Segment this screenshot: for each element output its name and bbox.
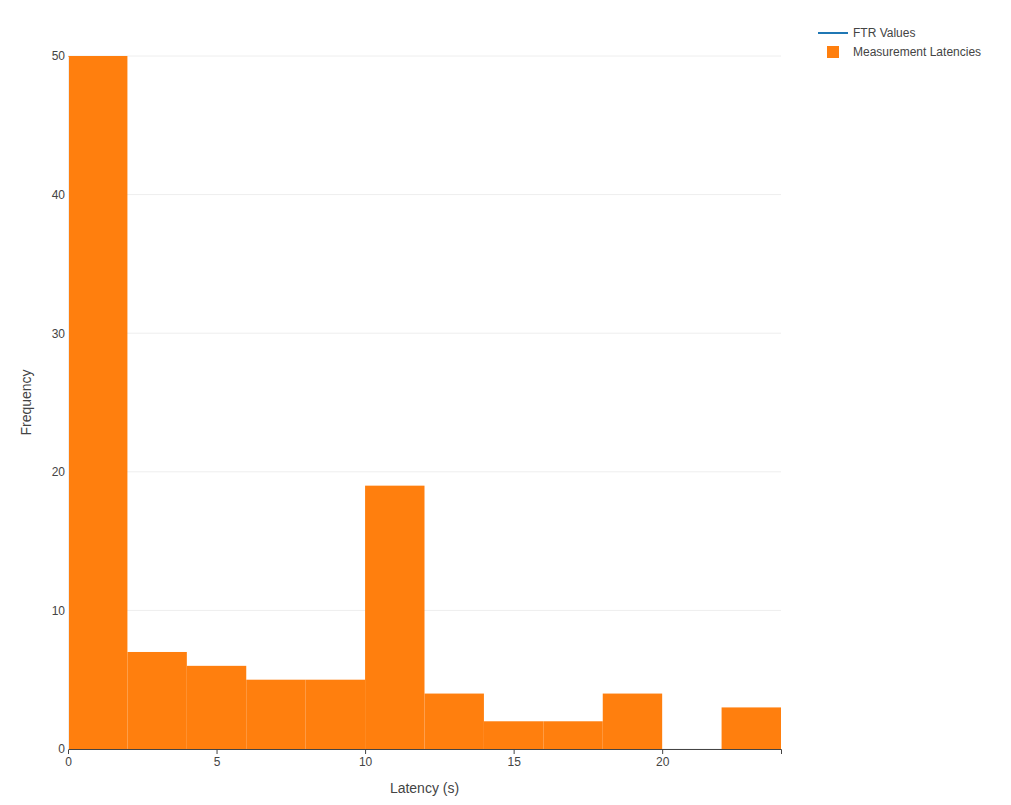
- histogram-bar: [365, 486, 424, 749]
- histogram-bar: [68, 56, 127, 749]
- y-tick-label: 30: [52, 327, 66, 341]
- histogram-bar: [543, 721, 602, 749]
- x-axis-line: [69, 750, 782, 755]
- y-axis-line: [68, 57, 69, 750]
- x-tick-mark: [365, 749, 366, 754]
- y-tick-label: 40: [52, 188, 66, 202]
- x-tick-label: 10: [359, 755, 373, 769]
- grid-line: [68, 194, 781, 195]
- legend-label: Measurement Latencies: [853, 45, 981, 59]
- x-tick-label: 5: [214, 755, 221, 769]
- grid-line: [68, 56, 781, 57]
- y-axis: 0 10 20 30 40 50: [52, 49, 69, 756]
- legend-swatch: [818, 32, 848, 34]
- x-tick-mark: [68, 749, 69, 754]
- histogram-bar: [425, 694, 484, 749]
- x-tick: 0: [65, 749, 72, 769]
- histogram-bar: [306, 680, 365, 749]
- grid-line: [68, 471, 781, 472]
- legend-item[interactable]: Measurement Latencies: [827, 45, 981, 59]
- x-axis-title: Latency (s): [390, 780, 459, 796]
- y-tick: 20: [52, 465, 68, 479]
- histogram-bar: [662, 749, 721, 750]
- x-tick-label: 0: [65, 755, 72, 769]
- bars: [68, 56, 781, 749]
- y-tick: 0: [58, 742, 68, 756]
- x-tick: 10: [359, 749, 373, 769]
- y-tick-label: 50: [52, 49, 66, 63]
- histogram-bar: [484, 721, 543, 749]
- y-tick-label: 20: [52, 465, 66, 479]
- x-tick-mark: [514, 749, 515, 754]
- x-tick-mark: [662, 749, 663, 754]
- x-tick: 15: [507, 749, 521, 769]
- background: [0, 0, 1011, 805]
- legend-swatch: [827, 46, 839, 58]
- y-tick: 50: [52, 49, 68, 63]
- histogram-bar: [127, 652, 186, 749]
- histogram-bar: [246, 680, 305, 749]
- histogram-bar: [603, 694, 662, 749]
- y-tick-label: 10: [52, 604, 66, 618]
- legend-item[interactable]: FTR Values: [818, 26, 915, 40]
- x-tick: 5: [214, 749, 221, 769]
- x-tick-label: 15: [507, 755, 521, 769]
- y-tick: 40: [52, 188, 68, 202]
- y-tick: 10: [52, 604, 68, 618]
- plot-area: [68, 56, 781, 749]
- legend-label: FTR Values: [853, 26, 915, 40]
- histogram-bar: [187, 666, 246, 749]
- x-tick: 20: [656, 749, 670, 769]
- y-tick-label: 0: [58, 742, 65, 756]
- x-axis: 0 5 10 15 20: [65, 749, 781, 769]
- x-tick-mark: [217, 749, 218, 754]
- y-tick: 30: [52, 327, 68, 341]
- grid-line: [68, 333, 781, 334]
- x-tick-label: 20: [656, 755, 670, 769]
- grid: [68, 56, 781, 749]
- y-axis-title: Frequency: [18, 369, 34, 435]
- histogram-bar: [722, 707, 781, 749]
- legend: FTR Values Measurement Latencies: [818, 26, 981, 59]
